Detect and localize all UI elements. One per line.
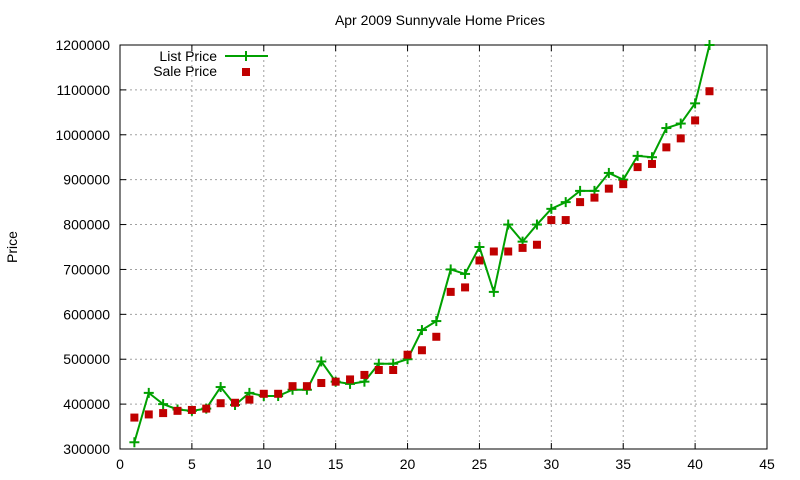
list-price-point — [661, 123, 672, 134]
sale-price-point — [705, 87, 714, 96]
y-tick-label: 1000000 — [55, 127, 110, 143]
x-tick-label: 40 — [687, 456, 703, 472]
axes: 0 5 10 15 20 25 30 35 40 45 300000 400000 500000 6000… — [55, 37, 775, 472]
y-tick-label: 1100000 — [57, 82, 111, 98]
list-price-point — [445, 264, 456, 275]
sale-price-point — [288, 382, 297, 391]
sale-price-point — [231, 398, 240, 407]
sale-price-point — [691, 116, 700, 125]
sale-price-point — [676, 134, 685, 143]
list-price-point — [546, 203, 557, 214]
x-tick-label: 45 — [759, 456, 775, 472]
list-price-point — [560, 197, 571, 208]
list-price-point — [690, 98, 701, 109]
sale-price-point — [173, 406, 182, 415]
sale-price-point — [389, 365, 398, 374]
y-tick-label: 700000 — [63, 261, 110, 277]
sale-price-point — [144, 410, 153, 419]
x-tick-label: 15 — [328, 456, 344, 472]
list-price-point — [632, 150, 643, 161]
sale-price-point — [360, 370, 369, 379]
sale-price-point — [130, 413, 139, 422]
sale-price-point — [489, 247, 498, 256]
x-tick-label: 0 — [116, 456, 124, 472]
sale-price-point — [274, 389, 283, 398]
list-price-point — [531, 219, 542, 230]
legend-marker-list-price — [241, 51, 251, 61]
sale-price-point — [187, 405, 196, 414]
list-price-point — [675, 118, 686, 129]
sale-price-point — [532, 240, 541, 249]
x-tick-label: 20 — [400, 456, 416, 472]
list-price-point — [316, 356, 327, 367]
sale-price-point — [561, 216, 570, 225]
sale-price-point — [259, 389, 268, 398]
sale-price-point — [159, 409, 168, 418]
sale-price-point — [317, 379, 326, 388]
sale-price-point — [331, 377, 340, 386]
sale-price-point — [374, 365, 383, 374]
sale-price-point — [504, 247, 513, 256]
legend-label-list-price: List Price — [159, 48, 217, 64]
sale-price-point — [346, 375, 355, 384]
y-tick-label: 600000 — [63, 306, 110, 322]
y-tick-label: 1200000 — [55, 37, 110, 53]
x-tick-label: 25 — [472, 456, 488, 472]
y-tick-label: 300000 — [63, 441, 110, 457]
sale-price-point — [604, 184, 613, 193]
sale-price-point — [245, 395, 254, 404]
sale-price-point — [216, 399, 225, 408]
sale-price-point — [446, 287, 455, 296]
sale-price-point — [633, 163, 642, 172]
list-price-point — [503, 219, 514, 230]
sale-price-point — [547, 216, 556, 225]
list-price-point — [575, 185, 586, 196]
x-tick-label: 5 — [188, 456, 196, 472]
sale-price-point — [662, 143, 671, 152]
x-tick-label: 10 — [256, 456, 272, 472]
list-price-point — [158, 399, 169, 410]
legend-label-sale-price: Sale Price — [153, 63, 217, 79]
list-price-point — [704, 40, 715, 50]
x-tick-label: 30 — [544, 456, 560, 472]
sale-price-point — [647, 159, 656, 168]
y-tick-label: 500000 — [63, 351, 110, 367]
sale-price-point — [461, 283, 470, 292]
sale-price-point — [475, 256, 484, 265]
list-price-point — [431, 316, 442, 327]
list-price-point — [603, 167, 614, 178]
list-price-point — [488, 286, 499, 297]
y-tick-label: 800000 — [63, 217, 110, 233]
y-tick-label: 400000 — [63, 396, 110, 412]
list-price-point — [416, 325, 427, 336]
list-price-point — [474, 242, 485, 252]
sale-price-point — [518, 243, 527, 252]
sale-price-point — [403, 350, 412, 359]
list-price-point — [215, 382, 226, 393]
y-tick-label: 900000 — [63, 172, 110, 188]
sale-price-point — [202, 404, 211, 413]
list-price-point — [143, 387, 154, 398]
sale-price-point — [590, 193, 599, 202]
y-axis-label: Price — [4, 231, 20, 263]
sale-price-point — [619, 180, 628, 189]
chart-title: Apr 2009 Sunnyvale Home Prices — [335, 12, 545, 28]
plot-frame — [119, 44, 768, 450]
sale-price-point — [576, 198, 585, 207]
x-tick-label: 35 — [615, 456, 631, 472]
sale-price-point — [432, 332, 441, 341]
list-price-point — [129, 437, 140, 448]
legend-marker-sale-price — [242, 68, 250, 76]
plot-area — [129, 40, 715, 448]
list-price-point — [460, 268, 471, 279]
sale-price-point — [302, 382, 311, 391]
sale-price-point — [417, 346, 426, 355]
